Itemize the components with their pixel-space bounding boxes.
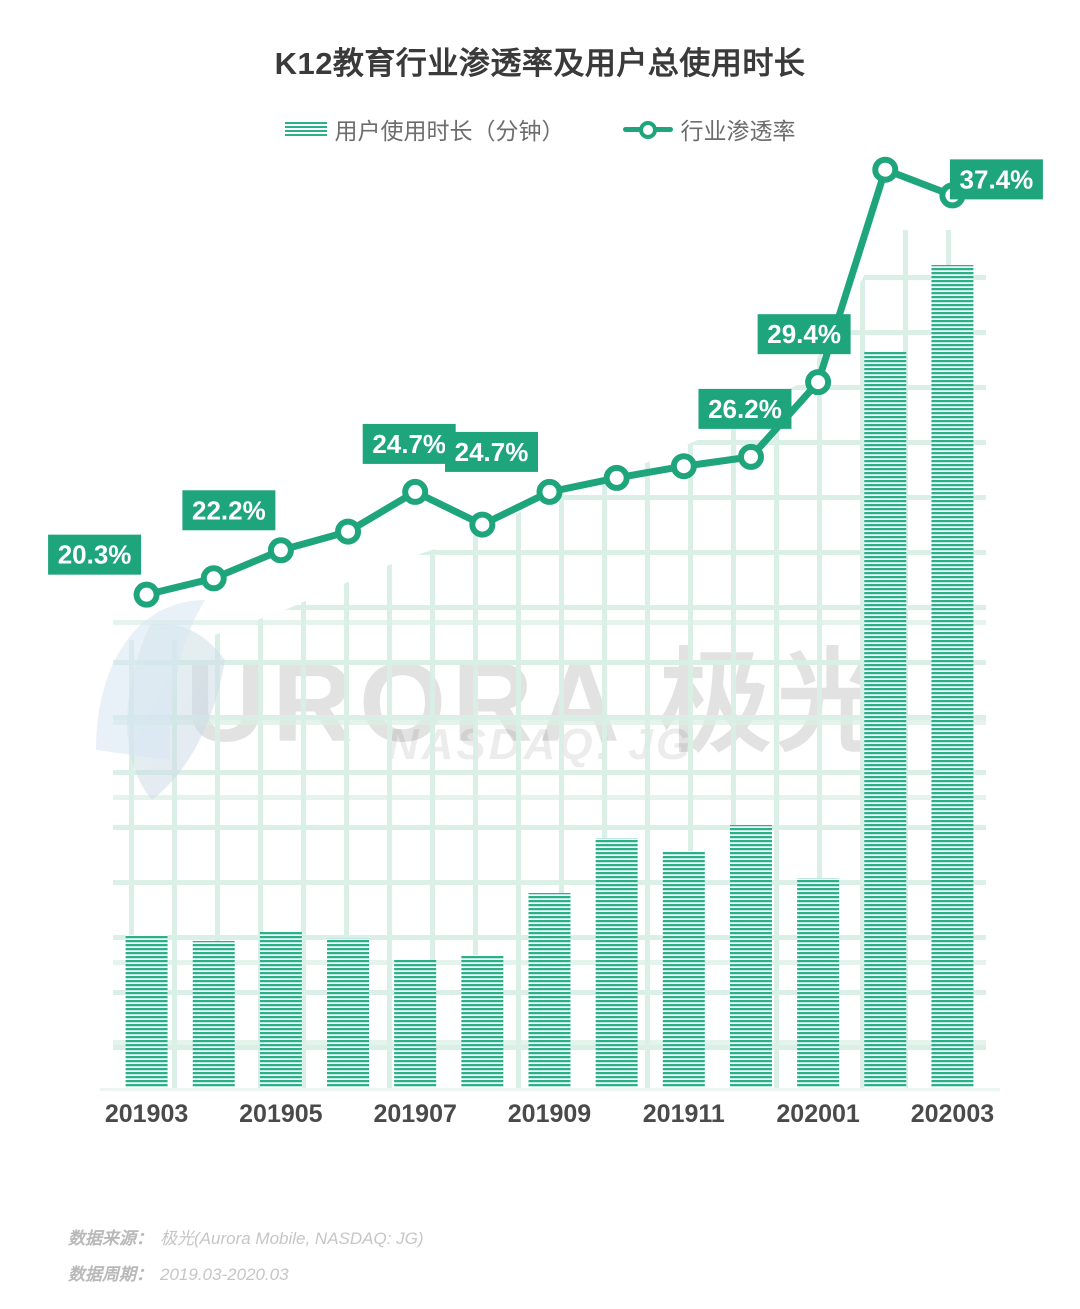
data-label-box-201903 [48,534,142,575]
bar-201912[interactable] [729,825,772,1088]
bar-202002[interactable] [864,352,907,1088]
bar-201904[interactable] [192,941,235,1088]
line-marker-201909[interactable] [536,478,563,505]
line-marker-201911[interactable] [670,453,697,480]
data-label-box-201905 [182,490,276,531]
data-label-201903: 20.3% [58,540,132,570]
line-marker-201910[interactable] [603,464,630,491]
bar-201905[interactable] [259,932,302,1088]
x-axis-baseline [100,1088,1000,1091]
data-label-box-201912 [698,388,792,429]
footer-source-key: 数据来源： [68,1229,153,1248]
bar-201907[interactable] [394,960,437,1088]
footer-period-row: 数据周期： 2019.03-2020.03 [68,1260,424,1285]
legend-item-bar[interactable]: 用户使用时长（分钟） [284,112,565,146]
bar-201903[interactable] [125,935,168,1088]
data-label-202003: 37.4% [960,164,1034,194]
chart-plot-area: 20.3% 22.2% 24.7% 24.7% 26.2% 29.4% 37.4% [48,156,1043,1091]
x-axis-label-201903: 201903 [104,1100,189,1128]
page-title: K12教育行业渗透率及用户总使用时长 [274,46,806,81]
data-label-201907: 24.7% [372,429,446,459]
line-marker-201908[interactable] [469,511,496,538]
bar-series [125,265,974,1088]
footer-period-key: 数据周期： [68,1265,153,1284]
line-marker-201906[interactable] [335,518,362,545]
bar-201908[interactable] [461,955,504,1088]
line-marker-201912[interactable] [737,443,764,470]
line-marker-202002[interactable] [872,156,899,183]
data-label-box-201907 [362,423,456,464]
x-axis-label-201905: 201905 [239,1100,323,1128]
x-axis-label-201911: 201911 [642,1100,725,1128]
legend-label-line: 行业渗透率 [680,118,796,144]
x-axis-labels: 201903 201905 201907 201909 201911 202001 2020… [0,1100,1080,1144]
data-label-box-202001 [757,314,851,355]
line-markers [133,156,966,608]
data-label-201905: 22.2% [192,495,266,525]
line-marker-201903[interactable] [133,581,160,608]
bar-swatch-icon [284,121,327,137]
legend-label-bar: 用户使用时长（分钟） [334,118,565,144]
line-marker-201907[interactable] [402,478,429,505]
data-label-201909: 24.7% [455,437,529,467]
data-label-box-201909 [445,431,538,472]
footer-source-row: 数据来源： 极光(Aurora Mobile, NASDAQ: JG) [68,1224,424,1249]
bar-201910[interactable] [595,838,638,1088]
chart-footer: 数据来源： 极光(Aurora Mobile, NASDAQ: JG) 数据周期… [68,1224,424,1296]
data-label-201912: 26.2% [708,394,782,424]
line-marker-202001[interactable] [805,369,832,396]
bar-201909[interactable] [528,893,571,1088]
chart-svg: 20.3% 22.2% 24.7% 24.7% 26.2% 29.4% 37.4% [48,156,1043,1091]
data-label-202001: 29.4% [767,319,841,349]
legend-item-line[interactable]: 行业渗透率 [622,112,796,146]
line-marker-201904[interactable] [200,565,227,592]
data-labels: 20.3% 22.2% 24.7% 24.7% 26.2% 29.4% 37.4% [48,159,1043,575]
line-swatch-icon [622,120,673,139]
chart-legend: 用户使用时长（分钟） 行业渗透率 [0,112,1080,146]
x-axis-label-202001: 202001 [776,1100,860,1128]
x-axis-label-202003: 202003 [910,1100,995,1128]
bar-202001[interactable] [797,878,840,1088]
bar-201911[interactable] [662,851,705,1088]
bar-201906[interactable] [327,938,370,1088]
x-axis-label-201907: 201907 [373,1100,457,1128]
bar-202003[interactable] [931,265,974,1088]
footer-period-value: 2019.03-2020.03 [160,1265,289,1284]
line-marker-201905[interactable] [267,537,294,564]
footer-source-value: 极光(Aurora Mobile, NASDAQ: JG) [160,1229,424,1248]
x-axis-label-201909: 201909 [507,1100,592,1128]
data-label-box-202003 [949,159,1043,200]
arc-watermark-icon [96,600,205,760]
